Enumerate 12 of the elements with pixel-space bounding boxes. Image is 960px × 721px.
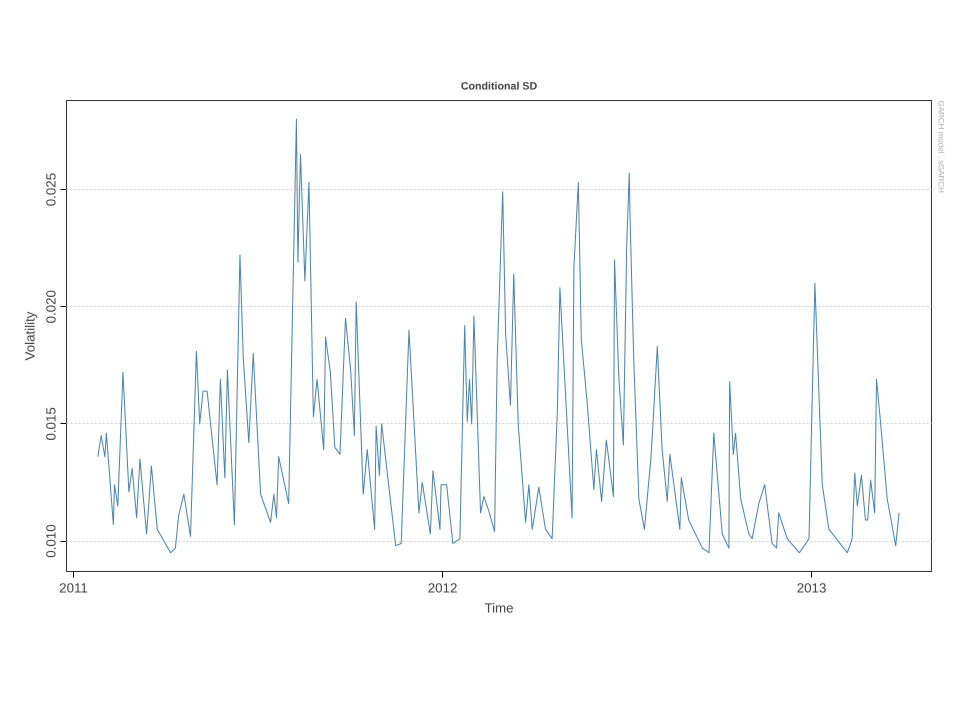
y-tick-label: 0.025 — [44, 172, 58, 206]
y-tick-label: 0.015 — [44, 407, 58, 441]
line-series — [97, 118, 900, 554]
chart-title: Conditional SD — [460, 80, 538, 92]
text: GARCH model : sGARCH — [936, 100, 946, 194]
y-tick-label: 0.010 — [44, 524, 58, 558]
y-tick-label: 0.020 — [44, 290, 58, 324]
x-tick-label: 2011 — [59, 580, 88, 596]
y-axis-title: Volatility — [22, 311, 38, 360]
x-tick-label: 2013 — [796, 580, 826, 596]
x-axis-title: Time — [484, 600, 514, 616]
x-tick-label: 2012 — [428, 580, 458, 596]
